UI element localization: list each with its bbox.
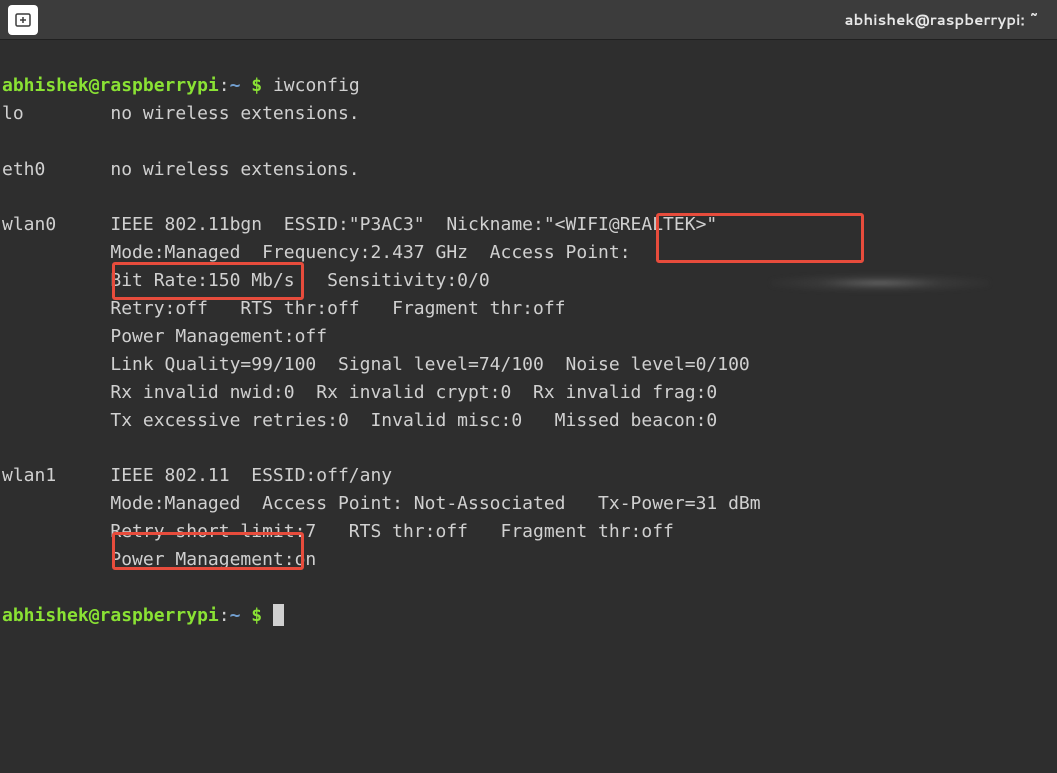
prompt-user: abhishek@raspberrypi bbox=[2, 75, 219, 96]
prompt-path: ~ bbox=[230, 605, 241, 626]
command-iwconfig: iwconfig bbox=[273, 75, 360, 96]
terminal-area[interactable]: abhishek@raspberrypi:~ $ iwconfig lo no … bbox=[0, 40, 1057, 773]
output-wlan0-line1: wlan0 IEEE 802.11bgn ESSID:"P3AC3" Nickn… bbox=[2, 214, 717, 235]
output-wlan0-line7: Rx invalid nwid:0 Rx invalid crypt:0 Rx … bbox=[2, 382, 717, 403]
prompt-colon: : bbox=[219, 75, 230, 96]
output-wlan0-line5: Power Management:off bbox=[2, 326, 327, 347]
output-wlan0-line8: Tx excessive retries:0 Invalid misc:0 Mi… bbox=[2, 410, 717, 431]
output-wlan0-line4: Retry:off RTS thr:off Fragment thr:off bbox=[2, 298, 566, 319]
output-wlan0-line3: Bit Rate:150 Mb/s Sensitivity:0/0 bbox=[2, 270, 490, 291]
cursor bbox=[273, 604, 284, 626]
output-eth0: eth0 no wireless extensions. bbox=[2, 159, 360, 180]
output-lo: lo no wireless extensions. bbox=[2, 103, 360, 124]
window-title: abhishek@raspberrypi: ~ bbox=[38, 9, 1049, 30]
output-wlan0-line2: Mode:Managed Frequency:2.437 GHz Access … bbox=[2, 242, 631, 263]
tab-plus-icon bbox=[15, 12, 31, 28]
output-wlan0-line6: Link Quality=99/100 Signal level=74/100 … bbox=[2, 354, 750, 375]
new-tab-button[interactable] bbox=[8, 5, 38, 35]
prompt-path: ~ bbox=[230, 75, 241, 96]
prompt-colon: : bbox=[219, 605, 230, 626]
prompt-dollar: $ bbox=[251, 75, 262, 96]
prompt-user: abhishek@raspberrypi bbox=[2, 605, 219, 626]
output-wlan1-line4: Power Management:on bbox=[2, 549, 316, 570]
redaction-smudge bbox=[770, 274, 990, 292]
output-wlan1-line2: Mode:Managed Access Point: Not-Associate… bbox=[2, 493, 761, 514]
output-wlan1-line3: Retry short limit:7 RTS thr:off Fragment… bbox=[2, 521, 674, 542]
output-wlan1-line1: wlan1 IEEE 802.11 ESSID:off/any bbox=[2, 465, 392, 486]
prompt-dollar: $ bbox=[251, 605, 262, 626]
titlebar: abhishek@raspberrypi: ~ bbox=[0, 0, 1057, 40]
